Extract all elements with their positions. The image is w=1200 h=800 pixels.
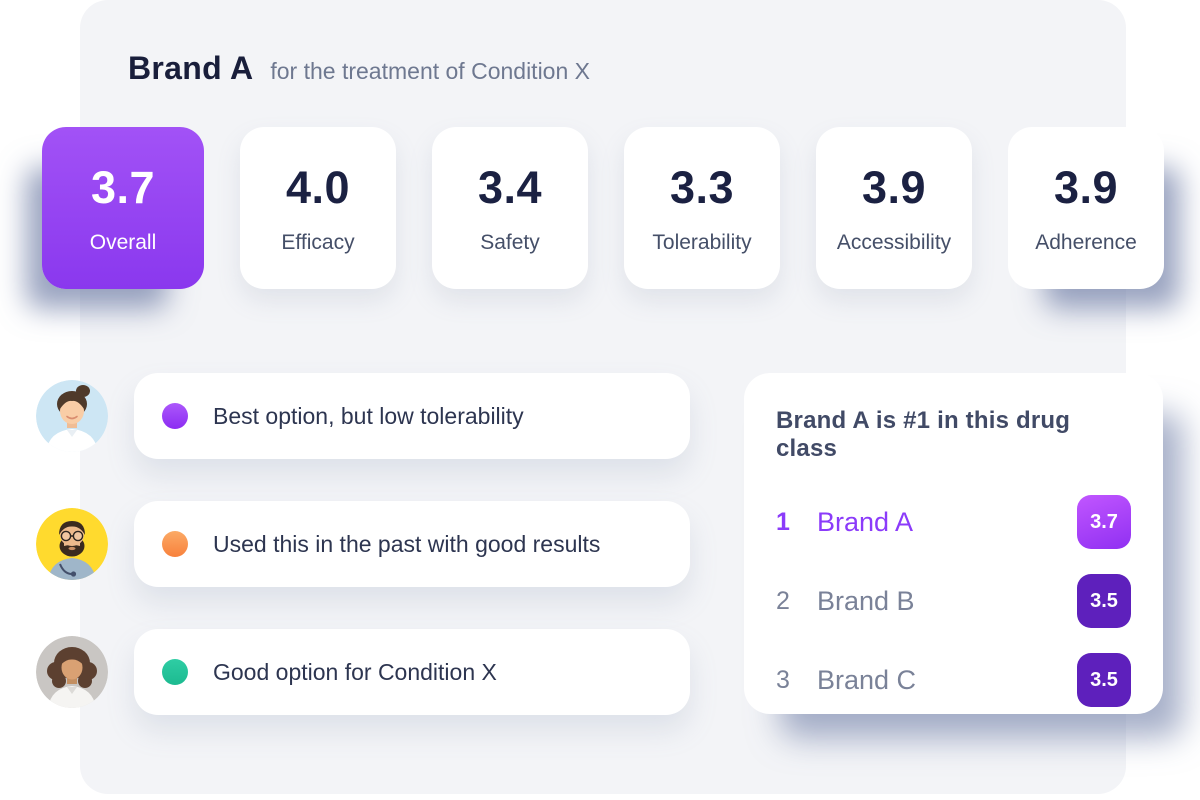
ranking-row-brand-a[interactable]: 1 Brand A 3.7 — [776, 495, 1131, 549]
header: Brand A for the treatment of Condition X — [128, 50, 590, 87]
score-card-accessibility[interactable]: 3.9 Accessibility — [816, 127, 972, 289]
rank-number: 2 — [776, 586, 790, 615]
ranking-rows: 1 Brand A 3.7 2 Brand B 3.5 3 Brand C 3.… — [776, 495, 1131, 707]
score-value: 3.7 — [90, 161, 156, 213]
score-cards-row: 3.7 Overall 4.0 Efficacy 3.4 Safety 3.3 … — [42, 127, 1164, 289]
person-icon — [36, 636, 108, 708]
page-title: Brand A — [128, 50, 254, 86]
comment-card: Best option, but low tolerability — [134, 373, 690, 459]
drug-class-ranking-card: Brand A is #1 in this drug class 1 Brand… — [744, 373, 1163, 714]
rank-score-badge: 3.5 — [1077, 574, 1131, 628]
comment-text: Good option for Condition X — [213, 658, 497, 685]
score-card-adherence[interactable]: 3.9 Adherence — [1008, 127, 1164, 289]
rank-score-badge: 3.7 — [1077, 495, 1131, 549]
rank-brand-name: Brand C — [817, 664, 917, 695]
rank-number: 3 — [776, 665, 790, 694]
avatar-female-doctor-gray — [36, 636, 108, 708]
comment-card: Used this in the past with good results — [134, 501, 690, 587]
ranking-row-brand-b[interactable]: 2 Brand B 3.5 — [776, 574, 1131, 628]
page-subtitle: for the treatment of Condition X — [270, 58, 590, 84]
score-label: Efficacy — [281, 230, 355, 254]
rank-brand-name: Brand A — [817, 506, 914, 537]
rank-score-badge: 3.5 — [1077, 653, 1131, 707]
person-icon — [36, 380, 108, 452]
score-label: Tolerability — [652, 230, 752, 254]
score-card-tolerability[interactable]: 3.3 Tolerability — [624, 127, 780, 289]
score-label: Safety — [480, 230, 540, 254]
teal-dot-icon — [162, 659, 188, 685]
score-value: 4.0 — [285, 161, 351, 213]
person-icon — [36, 508, 108, 580]
score-value: 3.3 — [669, 161, 735, 213]
comment-card: Good option for Condition X — [134, 629, 690, 715]
orange-dot-icon — [162, 531, 188, 557]
score-card-safety[interactable]: 3.4 Safety — [432, 127, 588, 289]
avatar-female-doctor-blue — [36, 380, 108, 452]
rank-number: 1 — [776, 507, 790, 536]
ranking-row-brand-c[interactable]: 3 Brand C 3.5 — [776, 653, 1131, 707]
ranking-title: Brand A is #1 in this drug class — [776, 407, 1071, 462]
score-value: 3.9 — [1053, 161, 1119, 213]
score-card-overall[interactable]: 3.7 Overall — [42, 127, 204, 289]
comment-text: Best option, but low tolerability — [213, 402, 524, 429]
comment-text: Used this in the past with good results — [213, 530, 601, 557]
score-label: Accessibility — [836, 230, 952, 254]
score-label: Adherence — [1035, 230, 1137, 254]
avatar-male-doctor-yellow — [36, 508, 108, 580]
score-value: 3.9 — [861, 161, 927, 213]
score-card-efficacy[interactable]: 4.0 Efficacy — [240, 127, 396, 289]
comments-list: Best option, but low tolerability Used t… — [134, 373, 690, 757]
rank-brand-name: Brand B — [817, 585, 915, 616]
purple-dot-icon — [162, 403, 188, 429]
score-label: Overall — [89, 230, 157, 254]
score-value: 3.4 — [477, 161, 543, 213]
